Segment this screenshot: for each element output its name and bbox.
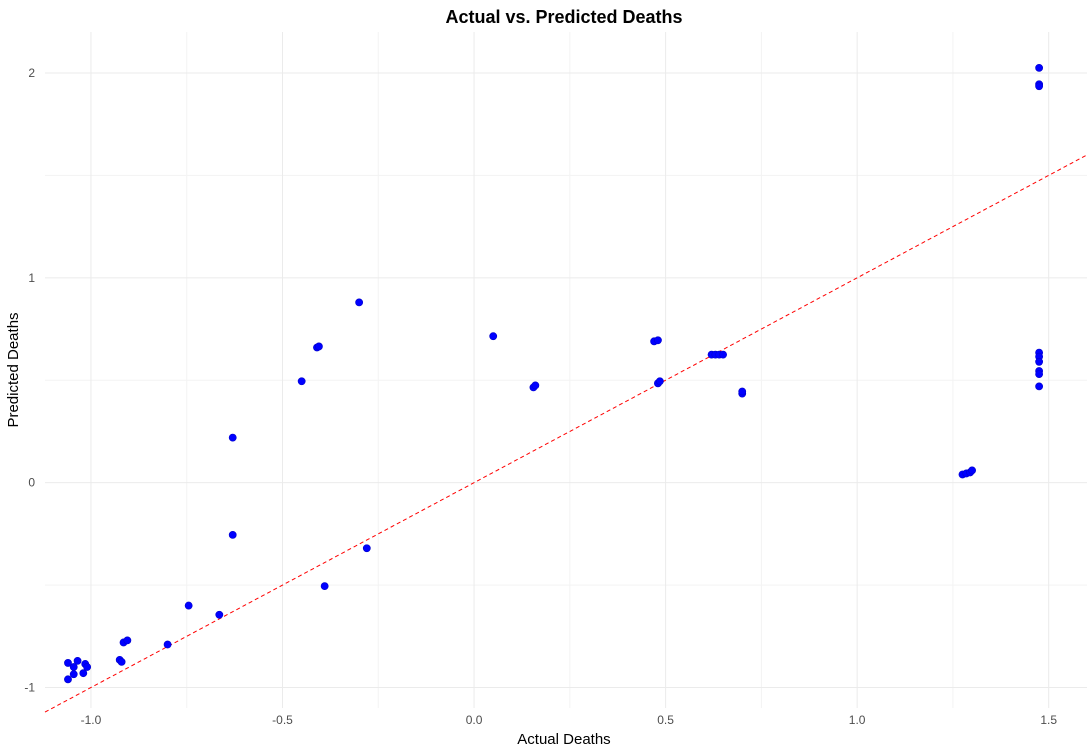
data-point (123, 636, 132, 645)
data-point (184, 601, 193, 610)
data-point (215, 610, 224, 619)
data-point (83, 663, 92, 671)
x-tick-label: 0.0 (466, 713, 483, 727)
x-tick-label: -1.0 (81, 713, 102, 727)
x-tick-label: 0.5 (657, 713, 674, 727)
y-tick-label: 0 (28, 476, 35, 490)
data-point (1035, 63, 1044, 72)
y-tick-label: -1 (24, 681, 35, 695)
data-point (719, 350, 727, 359)
y-tick-label: 1 (28, 271, 35, 285)
x-tick-label: 1.5 (1040, 713, 1057, 727)
reference-line (44, 154, 1087, 713)
data-point (968, 466, 976, 475)
data-points (64, 63, 1044, 684)
y-axis-title: Predicted Deaths (5, 312, 22, 427)
data-point (228, 531, 237, 539)
data-point (1035, 370, 1044, 378)
data-point (315, 342, 323, 351)
grid-lines (45, 32, 1087, 708)
data-point (489, 332, 498, 341)
data-point (228, 433, 237, 442)
data-point (64, 675, 72, 684)
data-point (69, 670, 78, 679)
data-point (163, 640, 172, 649)
y-tick-label: 2 (28, 66, 35, 80)
x-axis-title: Actual Deaths (517, 731, 610, 748)
data-point (64, 659, 72, 667)
data-point (1035, 82, 1044, 91)
reference-line-layer (44, 154, 1087, 713)
chart-title: Actual vs. Predicted Deaths (445, 7, 682, 27)
x-axis-ticks: -1.0 -0.5 0.0 0.5 1.0 1.5 (81, 713, 1058, 727)
data-point (79, 669, 88, 678)
data-point (297, 377, 306, 386)
data-point (355, 298, 364, 307)
x-tick-label: -0.5 (272, 713, 293, 727)
data-point (655, 377, 664, 386)
data-point (531, 381, 540, 390)
data-point (654, 336, 662, 345)
y-axis-ticks: -1 0 1 2 (24, 66, 35, 695)
data-point (117, 658, 126, 666)
data-point (1035, 357, 1044, 366)
data-point (738, 387, 747, 396)
x-tick-label: 1.0 (849, 713, 866, 727)
data-point (73, 656, 82, 665)
data-point (362, 544, 371, 553)
data-point (1035, 382, 1044, 391)
data-point (320, 582, 329, 591)
